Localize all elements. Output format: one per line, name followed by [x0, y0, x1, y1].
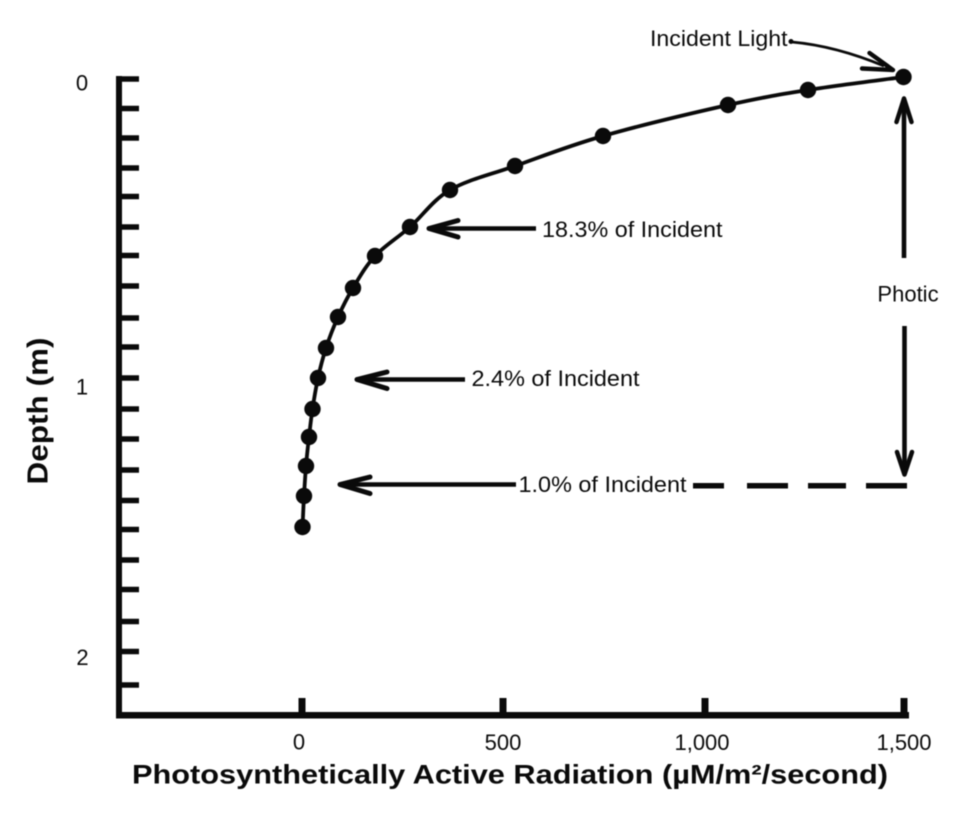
svg-text:1,500: 1,500 — [876, 730, 931, 755]
svg-text:Photic: Photic — [877, 282, 938, 307]
svg-text:Depth (m): Depth (m) — [23, 338, 55, 485]
svg-text:Photosynthetically Active Radi: Photosynthetically Active Radiation (µM/… — [132, 760, 888, 790]
svg-text:500: 500 — [485, 730, 522, 755]
svg-text:1,000: 1,000 — [674, 730, 729, 755]
svg-text:0: 0 — [76, 71, 88, 96]
svg-text:Incident Light: Incident Light — [650, 26, 788, 51]
svg-text:2: 2 — [76, 645, 88, 670]
svg-text:1: 1 — [76, 375, 88, 400]
svg-text:0: 0 — [293, 730, 305, 755]
svg-text:1.0% of Incident: 1.0% of Incident — [519, 472, 687, 497]
svg-text:18.3% of Incident: 18.3% of Incident — [542, 217, 723, 242]
svg-text:2.4% of Incident: 2.4% of Incident — [472, 366, 640, 391]
